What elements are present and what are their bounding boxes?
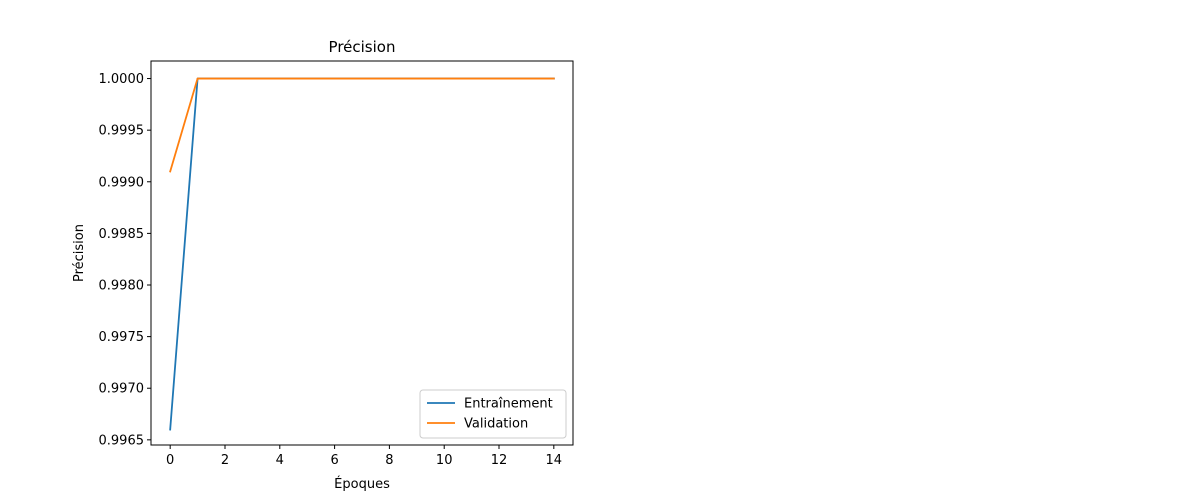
y-tick-label: 0.9995 <box>99 124 145 139</box>
y-tick-label: 0.9990 <box>99 175 145 190</box>
plot-area <box>150 60 574 446</box>
x-tick-label: 0 <box>166 453 174 468</box>
y-tick-label: 0.9985 <box>99 227 145 242</box>
y-tick-label: 0.9980 <box>99 279 145 294</box>
y-axis-label: Précision <box>72 224 87 282</box>
x-axis-label: Époques <box>334 476 390 492</box>
series-layer <box>169 77 555 431</box>
legend: Entraînement Validation <box>419 389 567 439</box>
x-tick-label: 8 <box>385 453 393 468</box>
x-tick-label: 2 <box>221 453 229 468</box>
y-tick-label: 0.9970 <box>99 382 145 397</box>
x-tick-label: 4 <box>276 453 284 468</box>
legend-label-1: Validation <box>464 417 528 432</box>
axes-frame <box>150 60 574 446</box>
series-line-1 <box>169 77 555 173</box>
chart-title: Précision <box>329 38 396 56</box>
legend-box <box>419 389 567 439</box>
y-tick-label: 0.9965 <box>99 433 145 448</box>
ticks-layer: 0 2 4 6 8 10 12 14 0.9965 0.9970 0.9975 0.9980 0.998… <box>99 72 563 468</box>
x-tick-label: 14 <box>546 453 563 468</box>
x-tick-label: 6 <box>330 453 338 468</box>
legend-label-0: Entraînement <box>464 397 553 412</box>
x-tick-label: 10 <box>436 453 453 468</box>
x-tick-label: 12 <box>491 453 508 468</box>
y-tick-label: 1.0000 <box>99 72 145 87</box>
y-tick-label: 0.9975 <box>99 330 145 345</box>
